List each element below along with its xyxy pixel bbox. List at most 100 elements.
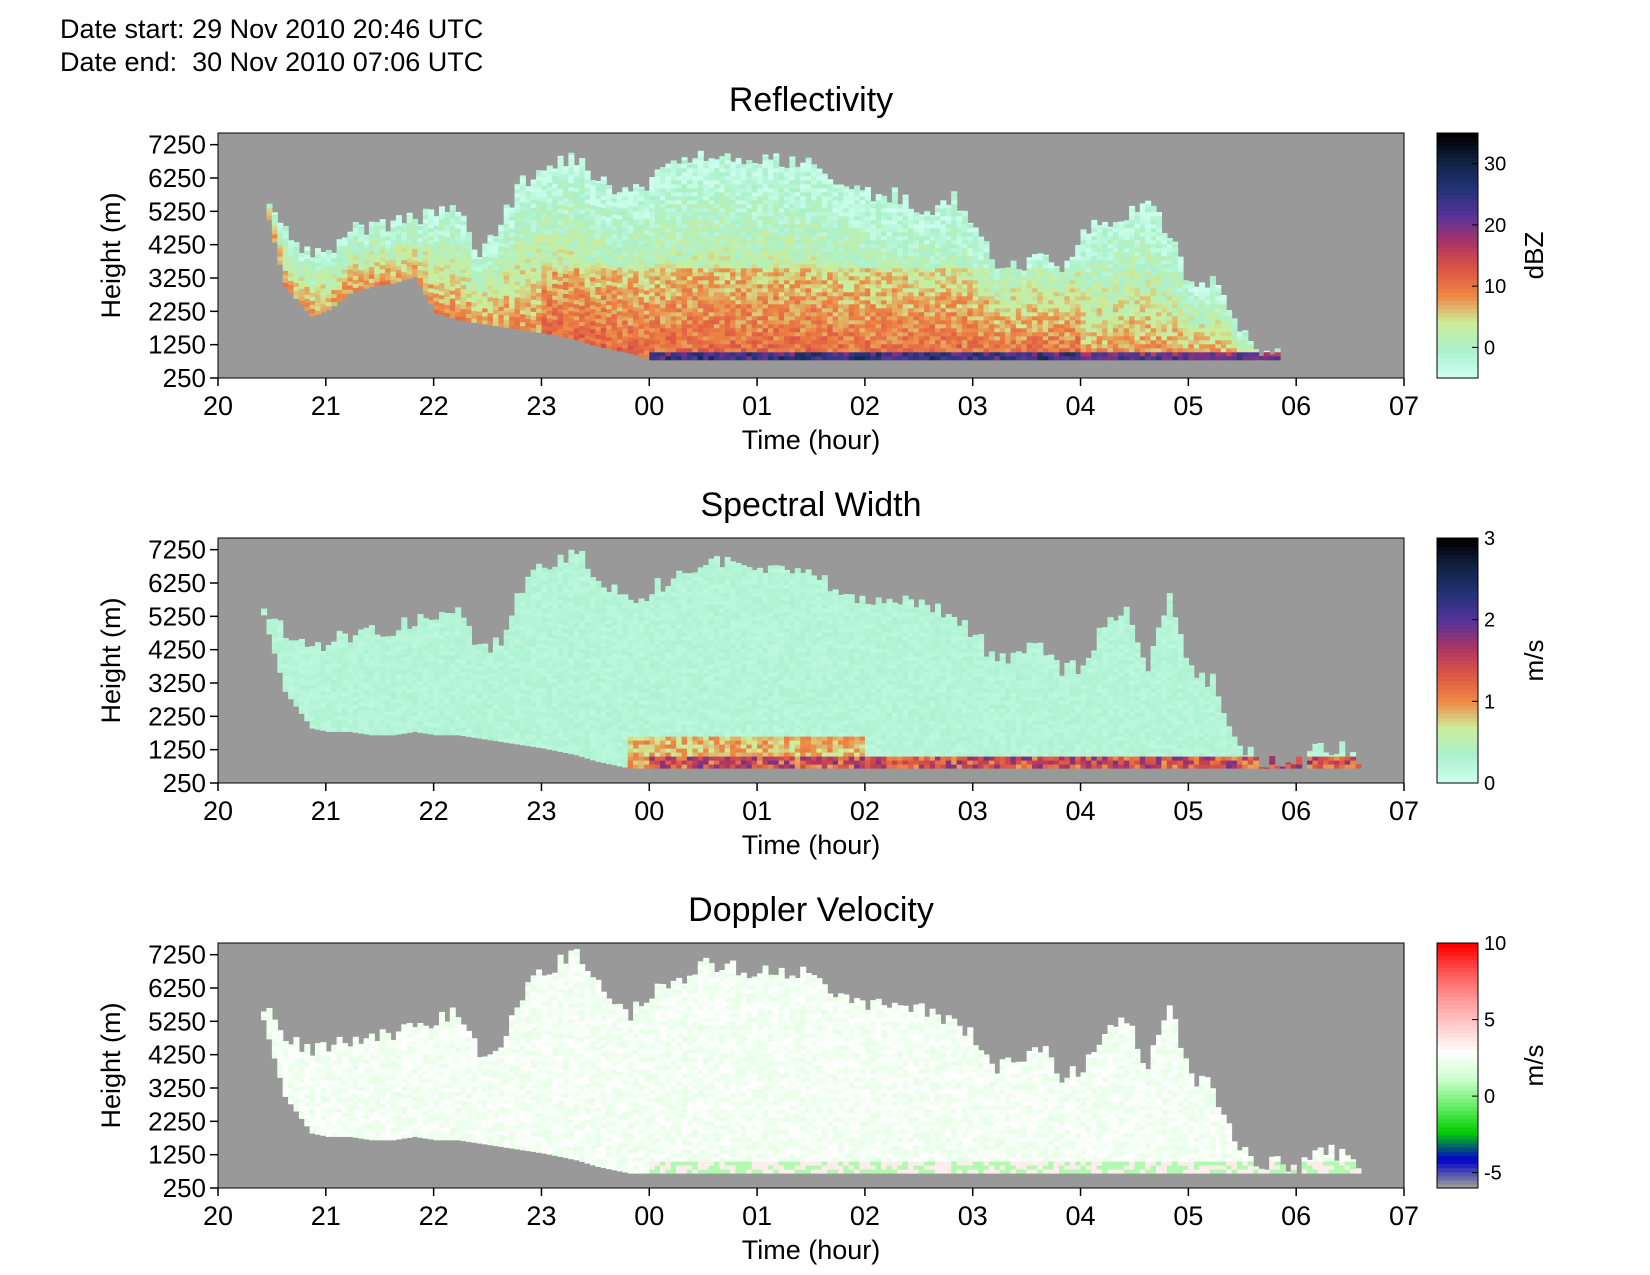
- heatmap-cell: [579, 173, 586, 178]
- heatmap-cell: [703, 263, 710, 269]
- heatmap-cell: [552, 331, 559, 336]
- heatmap-cell: [611, 265, 618, 271]
- heatmap-cell: [633, 184, 640, 188]
- heatmap-cell: [762, 203, 769, 209]
- heatmap-cell: [552, 179, 559, 184]
- heatmap-cell: [730, 179, 737, 185]
- heatmap-cell: [573, 165, 580, 169]
- heatmap-cell: [611, 217, 618, 223]
- heatmap-cell: [676, 287, 683, 293]
- heatmap-cell: [697, 151, 704, 157]
- heatmap-cell: [918, 339, 925, 345]
- heatmap-cell: [918, 255, 925, 261]
- heatmap-cell: [848, 339, 855, 345]
- heatmap-cell: [859, 347, 866, 353]
- heatmap-cell: [444, 292, 451, 297]
- heatmap-cell: [557, 284, 564, 289]
- heatmap-cell: [789, 163, 796, 169]
- heatmap-cell: [401, 235, 408, 241]
- heatmap-cell: [789, 171, 796, 177]
- heatmap-cell: [972, 343, 979, 349]
- heatmap-cell: [961, 343, 968, 349]
- heatmap-cell: [746, 167, 753, 173]
- heatmap-cell: [794, 171, 801, 177]
- heatmap-cell: [859, 191, 866, 197]
- heatmap-cell: [945, 319, 952, 325]
- heatmap-cell: [266, 211, 273, 217]
- heatmap-cell: [951, 203, 958, 209]
- heatmap-cell: [719, 307, 726, 313]
- heatmap-cell: [881, 287, 888, 293]
- heatmap-cell: [304, 278, 311, 283]
- heatmap-cell: [660, 215, 667, 221]
- heatmap-cell: [800, 167, 807, 173]
- heatmap-cell: [816, 311, 823, 317]
- heatmap-cell: [584, 191, 591, 196]
- heatmap-cell: [789, 323, 796, 329]
- heatmap-cell: [600, 267, 607, 272]
- heatmap-cell: [730, 307, 737, 313]
- heatmap-cell: [929, 303, 936, 309]
- heatmap-cell: [897, 227, 904, 233]
- heatmap-cell: [584, 175, 591, 180]
- heatmap-cell: [848, 319, 855, 325]
- heatmap-cell: [838, 279, 844, 285]
- heatmap-cell: [476, 267, 483, 272]
- heatmap-cell: [929, 235, 936, 241]
- heatmap-cell: [336, 281, 343, 286]
- heatmap-cell: [843, 343, 850, 349]
- heatmap-cell: [703, 327, 710, 333]
- heatmap-cell: [590, 196, 596, 202]
- heatmap-cell: [611, 281, 618, 287]
- heatmap-cell: [891, 311, 898, 317]
- heatmap-cell: [935, 307, 941, 313]
- heatmap-cell: [811, 351, 817, 357]
- heatmap-cell: [460, 272, 467, 278]
- heatmap-cell: [827, 343, 834, 349]
- heatmap-cell: [978, 275, 985, 281]
- heatmap-cell: [864, 263, 871, 269]
- heatmap-cell: [730, 287, 737, 293]
- heatmap-cell: [611, 209, 618, 215]
- heatmap-cell: [838, 303, 844, 309]
- heatmap-cell: [509, 224, 516, 229]
- heatmap-cell: [875, 275, 882, 281]
- heatmap-cell: [536, 300, 543, 305]
- heatmap-cell: [1015, 319, 1022, 325]
- heatmap-cell: [568, 162, 575, 168]
- heatmap-cell: [789, 259, 796, 265]
- heatmap-cell: [827, 251, 834, 257]
- heatmap-cell: [568, 322, 575, 328]
- heatmap-cell: [687, 171, 693, 177]
- heatmap-cell: [692, 243, 699, 249]
- heatmap-cell: [1026, 339, 1033, 345]
- heatmap-cell: [940, 287, 947, 293]
- heatmap-cell: [633, 238, 640, 244]
- heatmap-cell: [816, 231, 823, 237]
- heatmap-cell: [568, 246, 575, 252]
- heatmap-cell: [466, 237, 472, 242]
- heatmap-cell: [633, 318, 640, 324]
- heatmap-cell: [670, 343, 677, 349]
- heatmap-cell: [703, 183, 710, 189]
- heatmap-cell: [681, 171, 688, 177]
- heatmap-cell: [595, 250, 602, 255]
- heatmap-cell: [740, 291, 747, 297]
- heatmap-cell: [708, 311, 715, 317]
- heatmap-cell: [778, 191, 785, 197]
- heatmap-cell: [492, 285, 499, 291]
- heatmap-cell: [832, 279, 839, 285]
- heatmap-cell: [794, 235, 801, 241]
- heatmap-cell: [913, 227, 920, 233]
- heatmap-cell: [428, 255, 435, 261]
- heatmap-cell: [805, 279, 812, 285]
- heatmap-cell: [687, 335, 693, 341]
- heatmap-cell: [347, 253, 354, 258]
- heatmap-cell: [757, 191, 764, 197]
- heatmap-cell: [670, 215, 677, 221]
- heatmap-cell: [778, 219, 785, 225]
- heatmap-cell: [638, 208, 645, 213]
- heatmap-cell: [342, 273, 348, 278]
- heatmap-cell: [972, 351, 979, 357]
- heatmap-cell: [697, 239, 704, 245]
